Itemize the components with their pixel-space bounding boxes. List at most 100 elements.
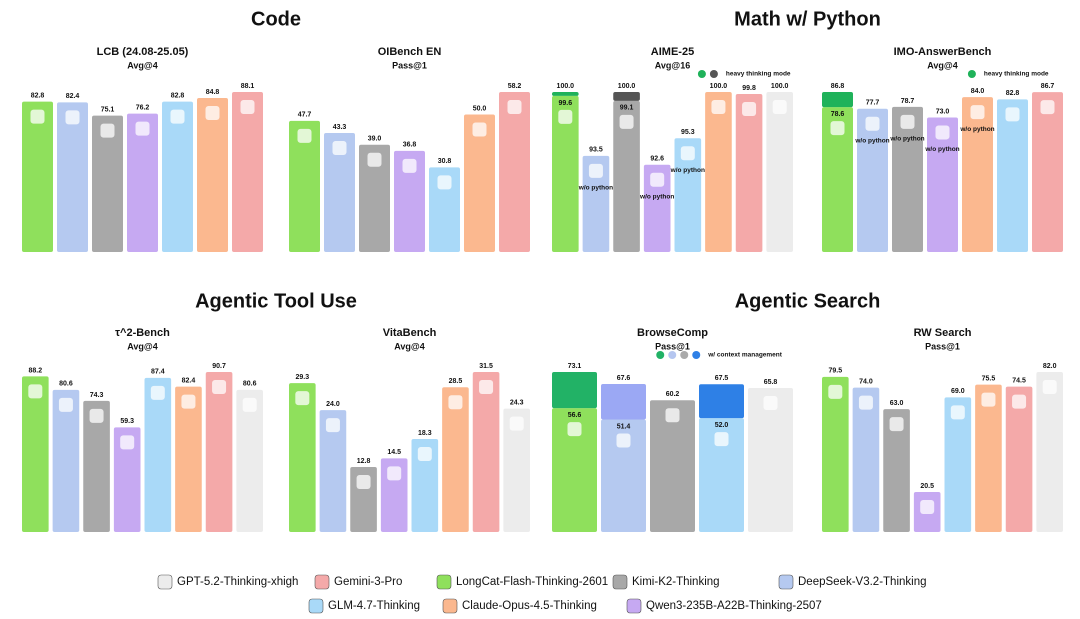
heavy-value-label: 100.0 [618,83,636,90]
note-dot [680,351,689,359]
note-dot [668,351,677,359]
model-icon [616,433,631,448]
bar-note: w/o python [854,137,889,144]
bar [442,387,469,532]
bar [57,102,88,253]
value-label: 100.0 [710,83,728,90]
legend-label: GLM-4.7-Thinking [328,600,420,612]
note-label: w/ context management [707,352,783,359]
value-label: 69.0 [951,388,965,395]
bar-note: w/o python [959,126,994,133]
panel-title: RW Search [914,327,972,339]
model-icon [865,116,880,131]
section-title: Math w/ Python [734,8,881,30]
bar [1032,92,1063,253]
heavy-value-label: 67.6 [617,375,631,382]
value-label: 30.8 [438,158,452,165]
heavy-bar-segment [552,92,579,96]
value-label: 93.5 [589,147,603,154]
value-label: 24.3 [510,399,524,406]
bar [319,410,347,532]
bar [144,377,172,532]
section-title: Agentic Search [735,290,881,312]
model-icon [170,109,185,124]
model-icon [205,105,220,120]
note-dot [967,70,976,78]
legend-label: Qwen3-235B-A22B-Thinking-2507 [646,600,822,612]
note-dot [697,70,706,78]
legend-label: DeepSeek-V3.2-Thinking [798,576,927,588]
value-label: 75.5 [982,376,996,383]
value-label: 58.2 [508,83,522,90]
model-icon [900,114,915,129]
bar [289,120,320,252]
model-icon [828,384,843,399]
model-icon [479,380,494,394]
model-icon [212,380,227,394]
value-label: 92.6 [650,156,664,163]
model-icon [950,405,965,420]
bar [503,408,530,532]
bar [83,400,110,532]
bar [92,115,123,253]
value-label: 39.0 [368,136,382,143]
model-icon [448,395,463,410]
value-label: 99.6 [559,100,573,107]
bar [162,101,193,252]
bar-note: w/o python [670,167,705,174]
bar [464,114,495,252]
bar [674,138,702,252]
bar [601,419,646,532]
bar [705,92,732,252]
model-icon [181,394,196,409]
model-icon [711,100,726,114]
bar-note: w/o python [924,146,959,153]
value-label: 86.7 [1041,83,1055,90]
model-icon [507,100,522,114]
model-icon [970,105,985,120]
model-icon [1042,380,1057,394]
section-title: Agentic Tool Use [195,290,357,312]
value-label: 87.4 [151,369,165,376]
legend-marker [612,574,628,590]
value-label: 50.0 [473,105,487,112]
legend-marker [157,574,173,590]
model-icon [387,466,402,481]
panel-title: AIME-25 [651,46,694,58]
section-title: Code [251,8,301,30]
panel-subtitle: Avg@4 [394,341,424,351]
value-label: 12.8 [357,458,371,465]
model-icon [150,385,165,400]
model-icon [588,163,603,178]
bar [650,400,695,532]
bar-note: w/o python [639,193,674,200]
bar [927,117,958,252]
bar [748,387,793,532]
bar [22,376,49,532]
value-label: 18.3 [418,430,432,437]
model-icon [437,175,452,190]
model-icon [742,101,757,116]
value-label: 51.4 [617,423,631,430]
model-icon [858,395,873,410]
heavy-bar-segment [552,372,597,409]
model-icon [558,109,573,124]
legend-marker [778,574,794,590]
model-icon [417,447,432,462]
model-icon [680,146,695,161]
value-label: 36.8 [403,142,417,149]
value-label: 43.3 [333,124,347,131]
panel-subtitle: Pass@1 [392,60,427,70]
value-label: 29.3 [296,374,310,381]
panel-title: BrowseComp [637,327,708,339]
model-icon [714,432,729,447]
model-icon [28,384,43,399]
heavy-value-label: 73.1 [568,363,582,370]
bar [997,99,1028,253]
panel-title: VitaBench [383,327,437,339]
model-icon [920,500,935,514]
bar [175,386,202,532]
value-label: 20.5 [920,483,934,490]
bar [289,383,316,532]
